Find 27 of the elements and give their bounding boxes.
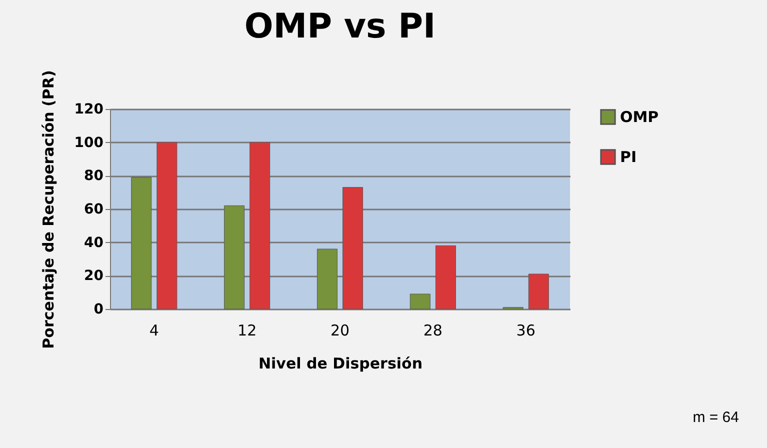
- bar: [250, 142, 270, 310]
- x-axis-title: Nivel de Dispersión: [258, 354, 423, 372]
- legend-label: OMP: [620, 108, 659, 126]
- bar: [342, 187, 364, 310]
- y-tick-label: 60: [84, 202, 104, 218]
- bar: [131, 177, 152, 310]
- legend-label: PI: [620, 148, 637, 166]
- x-tick-label: 20: [330, 322, 350, 340]
- y-axis-title: Porcentaje de Recuperación (PR): [39, 70, 58, 349]
- chart-title: OMP vs PI: [244, 6, 436, 47]
- bar: [224, 205, 245, 310]
- y-tick-label: 40: [84, 234, 104, 251]
- x-tick-label: 28: [423, 322, 442, 340]
- bar: [316, 248, 338, 310]
- bar: [156, 142, 178, 310]
- x-tick-label: 36: [516, 322, 536, 340]
- x-tick-label: 12: [238, 322, 257, 340]
- bar: [410, 294, 430, 310]
- bar: [528, 274, 549, 310]
- bar: [435, 245, 456, 310]
- y-tick-label: 100: [74, 134, 104, 151]
- y-tick-label: 120: [74, 102, 104, 118]
- y-tick-label: 80: [84, 168, 104, 184]
- y-tick-label: 0: [94, 302, 104, 318]
- y-tick-label: 20: [84, 268, 104, 284]
- text: m = 64: [692, 409, 739, 426]
- x-tick-label: 4: [149, 322, 159, 340]
